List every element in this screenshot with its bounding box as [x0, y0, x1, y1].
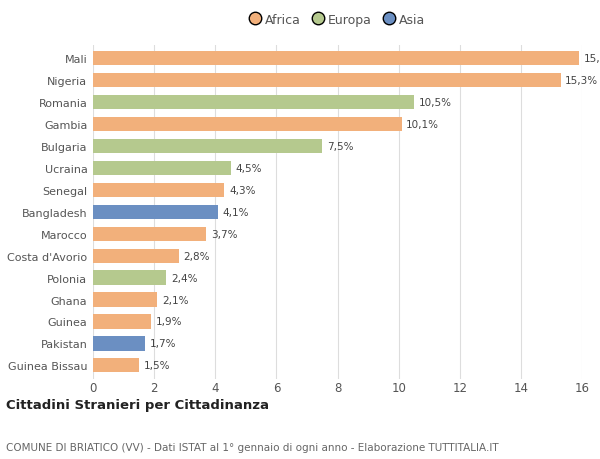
Text: 10,5%: 10,5% — [418, 98, 451, 108]
Text: 4,1%: 4,1% — [223, 207, 250, 217]
Bar — [93, 271, 166, 285]
Text: COMUNE DI BRIATICO (VV) - Dati ISTAT al 1° gennaio di ogni anno - Elaborazione T: COMUNE DI BRIATICO (VV) - Dati ISTAT al … — [6, 442, 499, 452]
Text: Cittadini Stranieri per Cittadinanza: Cittadini Stranieri per Cittadinanza — [6, 398, 269, 411]
Text: 3,7%: 3,7% — [211, 229, 237, 239]
Bar — [93, 183, 224, 197]
Bar — [93, 162, 230, 176]
Text: 15,9%: 15,9% — [584, 54, 600, 64]
Bar — [93, 293, 157, 307]
Text: 2,1%: 2,1% — [162, 295, 188, 305]
Text: 1,7%: 1,7% — [149, 339, 176, 349]
Bar — [93, 358, 139, 373]
Text: 4,3%: 4,3% — [229, 185, 256, 196]
Bar — [93, 314, 151, 329]
Bar — [93, 118, 401, 132]
Bar — [93, 140, 322, 154]
Text: 2,4%: 2,4% — [171, 273, 197, 283]
Text: 2,8%: 2,8% — [183, 251, 209, 261]
Text: 15,3%: 15,3% — [565, 76, 598, 86]
Bar — [93, 52, 579, 66]
Text: 7,5%: 7,5% — [327, 142, 353, 151]
Bar — [93, 96, 414, 110]
Bar — [93, 205, 218, 219]
Bar — [93, 249, 179, 263]
Text: 4,5%: 4,5% — [235, 163, 262, 174]
Bar — [93, 74, 560, 88]
Bar — [93, 336, 145, 351]
Legend: Africa, Europa, Asia: Africa, Europa, Asia — [245, 9, 431, 32]
Text: 10,1%: 10,1% — [406, 120, 439, 130]
Bar — [93, 227, 206, 241]
Text: 1,9%: 1,9% — [155, 317, 182, 327]
Text: 1,5%: 1,5% — [143, 361, 170, 370]
